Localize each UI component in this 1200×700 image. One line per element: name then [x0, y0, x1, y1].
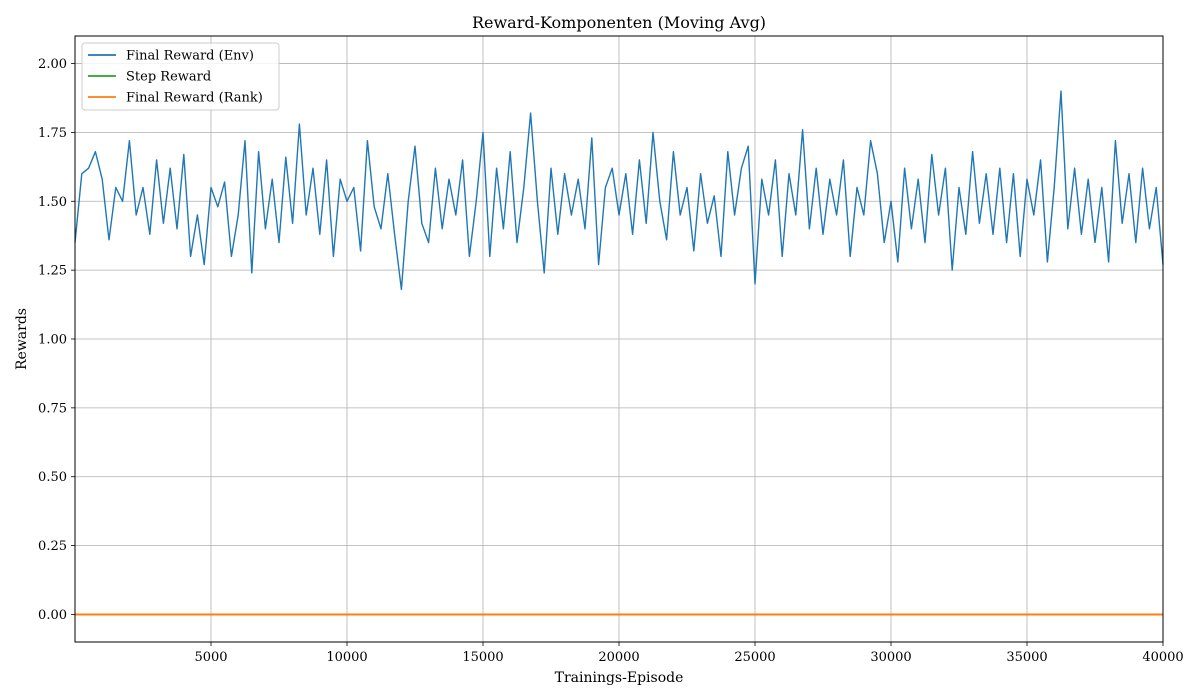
y-tick-label: 1.75	[38, 126, 67, 141]
x-tick-label: 35000	[1006, 650, 1047, 665]
legend: Final Reward (Env) Step Reward Final Rewar…	[81, 42, 280, 111]
x-tick-label: 25000	[734, 650, 775, 665]
y-tick-label: 1.25	[38, 264, 67, 279]
series-layer	[74, 90, 1164, 616]
chart-title: Reward-Komponenten (Moving Avg)	[472, 13, 766, 32]
y-tick-label: 1.00	[38, 333, 67, 348]
y-tick-label: 0.25	[38, 539, 67, 554]
x-tick-label: 30000	[870, 650, 911, 665]
x-tick-label: 40000	[1142, 650, 1183, 665]
y-tick-label: 2.00	[38, 57, 67, 72]
y-tick-label: 1.50	[38, 195, 67, 210]
legend-label: Step Reward	[126, 70, 211, 85]
y-tick-label: 0.00	[38, 608, 67, 623]
x-tick-label: 15000	[462, 650, 503, 665]
legend-label: Final Reward (Env)	[126, 49, 254, 64]
x-tick-label: 10000	[326, 650, 367, 665]
x-tick-label: 5000	[194, 650, 227, 665]
ticks-layer: 5000 10000 15000 20000 25000 30000 35000 40000 0…	[38, 57, 1184, 665]
y-axis-label: Rewards	[14, 308, 30, 370]
x-tick-label: 20000	[598, 650, 639, 665]
series-line-final-reward-env	[74, 90, 1164, 291]
legend-box	[81, 42, 280, 111]
grid-layer	[75, 36, 1164, 642]
legend-label: Final Reward (Rank)	[126, 91, 263, 106]
y-tick-label: 0.50	[38, 470, 67, 485]
x-axis-label: Trainings-Episode	[555, 670, 684, 686]
y-tick-label: 0.75	[38, 401, 67, 416]
